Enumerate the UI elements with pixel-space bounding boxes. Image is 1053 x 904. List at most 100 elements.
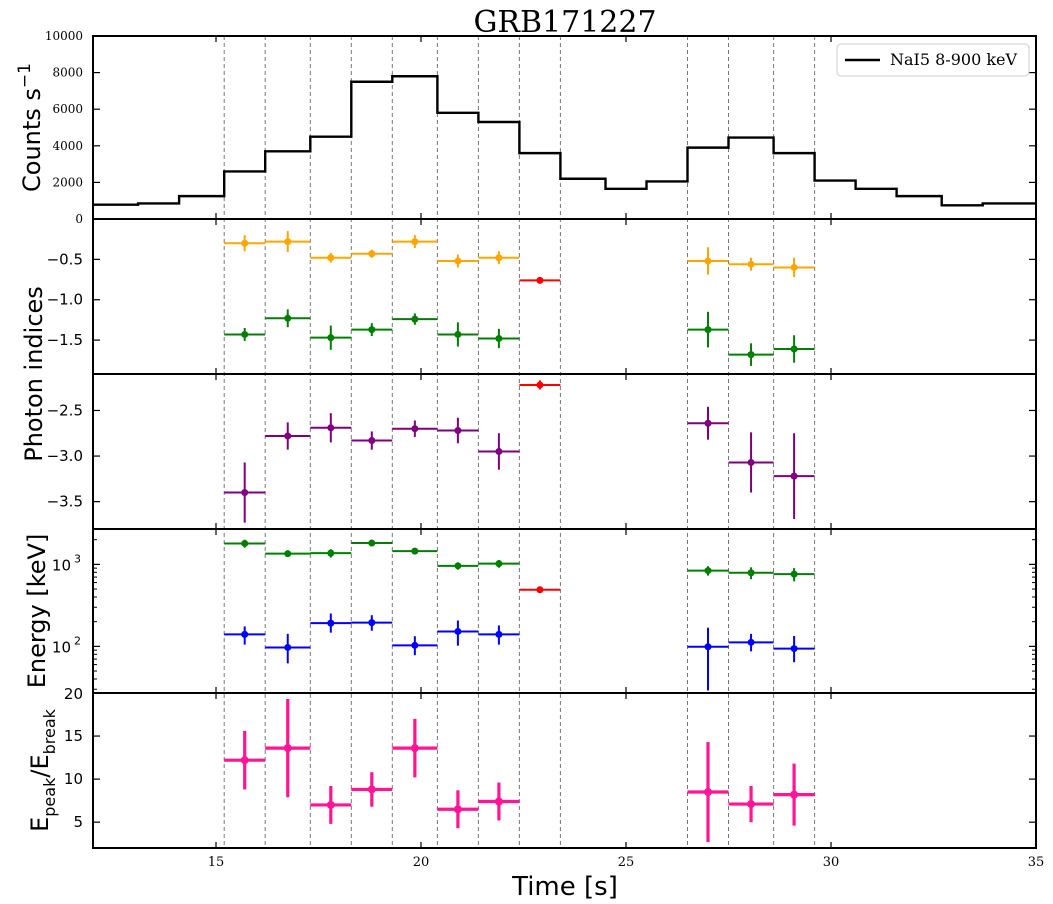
alpha-index-point [224, 327, 266, 341]
energy-point [519, 586, 561, 594]
energy-marker [327, 619, 335, 627]
x-tick-label: 15 [208, 855, 225, 870]
energy-marker [327, 549, 335, 557]
energy-marker [368, 539, 376, 547]
y-axis-label: Energy [keV] [23, 534, 51, 689]
alpha-index-point [437, 254, 479, 268]
alpha-index-marker [411, 315, 419, 323]
alpha-index-point [478, 328, 520, 349]
alpha-index-marker [747, 351, 755, 359]
y-tick-label: 10000 [45, 29, 83, 43]
beta-index-marker [368, 437, 376, 445]
alpha-index-marker [368, 326, 376, 334]
y-tick-label: 2000 [52, 175, 83, 189]
epeak-ratio-point [310, 786, 352, 824]
alpha-index-marker [411, 238, 419, 246]
energy-marker [790, 570, 798, 578]
beta-index-marker [241, 489, 249, 497]
energy-point [478, 560, 520, 568]
interval-guides [223, 36, 816, 848]
epeak-ratio-marker [326, 800, 335, 809]
alpha-index-point [351, 249, 393, 258]
y-tick-label: −3.0 [47, 447, 83, 465]
y-axis-label: Counts s−1 [15, 63, 46, 192]
panel-frame [92, 528, 1037, 694]
epeak-ratio-marker [790, 790, 799, 799]
beta-index-point [519, 380, 561, 390]
x-tick-label: 35 [1028, 855, 1045, 870]
alpha-index-point [392, 235, 438, 249]
energy-point [310, 613, 352, 633]
alpha-index-point [687, 247, 729, 275]
beta-index-marker [704, 419, 712, 427]
epeak-ratio-point [351, 772, 393, 807]
alpha-index-point [728, 257, 774, 271]
energy-marker [454, 562, 462, 570]
alpha-index-marker [536, 276, 544, 284]
energy-marker [411, 547, 419, 555]
beta-index-marker [454, 427, 462, 435]
alpha-index-marker [327, 254, 335, 262]
x-tick-label: 30 [823, 855, 840, 870]
energy-marker [747, 638, 755, 646]
epeak-ratio-point [478, 782, 520, 821]
energy-marker [495, 560, 503, 568]
y-tick-label: 10 [64, 770, 83, 788]
beta-index-marker [411, 425, 419, 433]
beta-index-point [687, 406, 729, 440]
beta-index-point [310, 413, 352, 443]
beta-index-point [392, 420, 438, 437]
alpha-index-point [728, 343, 774, 366]
energy-marker [284, 643, 292, 651]
energy-marker [747, 569, 755, 577]
beta-index-point [773, 433, 815, 519]
epeak-ratio-marker [367, 785, 376, 794]
energy-point [728, 567, 774, 580]
y-tick-label: −2.5 [47, 401, 83, 419]
x-axis-label: Time [s] [511, 872, 618, 902]
y-tick-label: 10 [52, 638, 71, 656]
energy-point [392, 547, 438, 555]
beta-index-marker [747, 458, 755, 466]
energy-marker [241, 630, 249, 638]
y-tick-label: 0 [75, 212, 83, 226]
alpha-index-point [265, 231, 311, 253]
alpha-index-point [392, 313, 438, 325]
y-tick-label: 6000 [52, 102, 83, 116]
photon-indices-beta-panel: −2.5 −3.0 −3.5 Photon indices [20, 286, 1037, 529]
alpha-index-marker [454, 257, 462, 265]
beta-index-point [265, 422, 311, 450]
energy-marker [704, 643, 712, 651]
chart-title: GRB171227 [473, 5, 656, 40]
y-tick-label-exponent: 2 [74, 634, 81, 647]
alpha-index-point [265, 309, 311, 328]
beta-index-marker [790, 472, 798, 480]
alpha-index-marker [704, 326, 712, 334]
alpha-index-marker [747, 260, 755, 268]
alpha-index-marker [790, 345, 798, 353]
energy-point [478, 625, 520, 645]
y-tick-label: 5 [73, 813, 83, 831]
epeak-ratio-marker [410, 744, 419, 753]
energy-marker [241, 539, 249, 547]
panel-frame [92, 373, 1037, 530]
x-tick-label: 25 [618, 855, 635, 870]
photon-indices-alpha-panel: −0.5 −1.0 −1.5 [47, 219, 1037, 374]
alpha-index-marker [241, 239, 249, 247]
energy-point [392, 636, 438, 656]
y-axis-label: Epeak/Ebreak [26, 708, 59, 832]
epeak-ratio-marker [704, 788, 712, 797]
alpha-index-point [351, 323, 393, 337]
epeak-ratio-marker [494, 797, 503, 806]
legend: NaI5 8-900 keV [836, 43, 1030, 77]
energy-point [265, 633, 311, 664]
beta-index-marker [327, 424, 335, 432]
epeak-ratio-panel: 5 10 15 15 20 25 30 35 Epeak/Ebreak [26, 693, 1044, 870]
energy-marker [454, 627, 462, 635]
energy-marker [536, 586, 544, 594]
energy-marker [495, 630, 503, 638]
alpha-index-point [773, 335, 815, 363]
energy-point [773, 568, 815, 582]
energy-point [351, 539, 393, 547]
lightcurve-step-line [93, 75, 1036, 207]
